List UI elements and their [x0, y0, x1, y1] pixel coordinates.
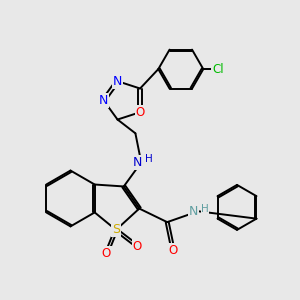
Text: O: O [168, 244, 178, 256]
Text: N: N [189, 205, 198, 218]
Text: H: H [201, 204, 209, 214]
Text: O: O [136, 106, 145, 119]
Text: N: N [133, 156, 142, 169]
Text: N: N [99, 94, 108, 107]
Text: H: H [145, 154, 153, 164]
Text: O: O [133, 240, 142, 253]
Text: O: O [102, 248, 111, 260]
Text: N: N [113, 75, 122, 88]
Text: Cl: Cl [212, 63, 224, 76]
Text: S: S [112, 224, 120, 236]
